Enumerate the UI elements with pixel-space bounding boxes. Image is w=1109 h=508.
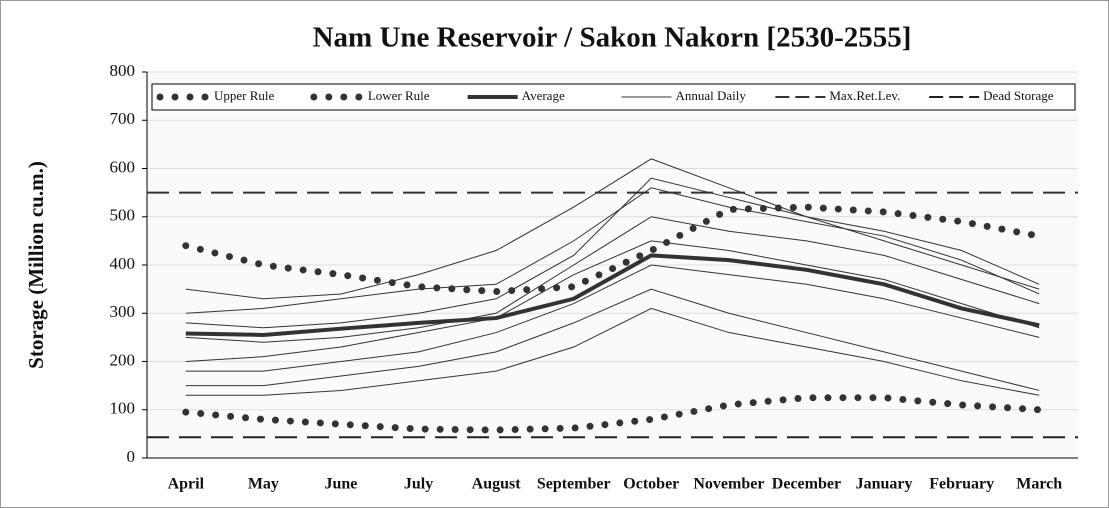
legend-label: Max.Ret.Lev. (829, 88, 900, 103)
annual-line (185, 158, 1040, 300)
x-tick-label: September (537, 476, 611, 493)
y-tick-label: 300 (110, 302, 136, 321)
y-tick-label: 400 (110, 254, 136, 273)
series-line (185, 253, 1040, 337)
series-line (182, 203, 1043, 296)
x-tick-label: November (693, 476, 764, 493)
annual-line (185, 288, 1040, 391)
x-tick-label: December (772, 476, 841, 493)
x-tick-label: March (1016, 476, 1062, 493)
y-axis-label: Storage (Million cu.m.) (24, 161, 48, 369)
annual-line (185, 216, 1040, 343)
y-tick-label: 0 (127, 447, 136, 466)
annual-line (185, 187, 1040, 314)
legend-label: Annual Daily (676, 88, 747, 103)
x-tick-label: May (248, 476, 279, 493)
annual-line (185, 240, 1040, 362)
x-tick-label: October (623, 476, 679, 493)
y-tick-label: 800 (110, 61, 136, 80)
chart-title: Nam Une Reservoir / Sakon Nakorn [2530-2… (313, 22, 912, 54)
x-tick-label: February (929, 476, 994, 493)
annual-line (185, 177, 1040, 329)
x-tick-label: April (168, 476, 205, 493)
x-tick-label: June (325, 476, 358, 493)
x-tick-label: August (472, 476, 522, 493)
legend-label: Average (522, 88, 565, 103)
y-tick-label: 500 (110, 206, 136, 225)
legend-box (151, 83, 1076, 111)
x-tick-label: July (404, 476, 433, 493)
y-tick-label: 700 (110, 109, 136, 128)
y-tick-label: 600 (110, 157, 136, 176)
y-tick-label: 100 (110, 399, 136, 418)
legend-label: Lower Rule (368, 88, 430, 103)
annual-line (185, 307, 1040, 396)
y-tick-label: 200 (110, 350, 136, 369)
x-tick-label: January (856, 476, 913, 493)
annual-line (185, 264, 1040, 372)
legend-label: Upper Rule (214, 88, 275, 103)
legend-label: Dead Storage (983, 88, 1054, 103)
